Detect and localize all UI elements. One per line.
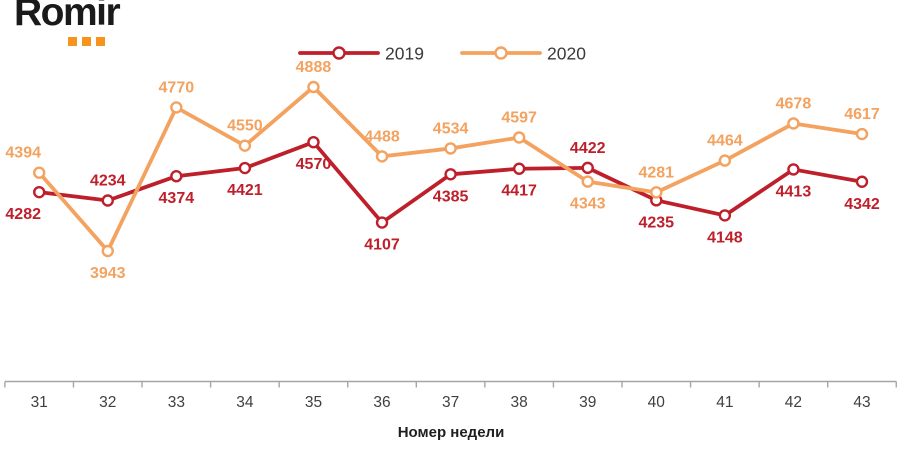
week-label: 37 — [442, 394, 459, 411]
data-point-marker — [101, 194, 114, 207]
data-point-label: 4374 — [159, 190, 195, 207]
legend-item-2019: 2019 — [298, 44, 424, 64]
week-label: 38 — [511, 394, 528, 411]
data-point-label: 4343 — [570, 196, 606, 213]
data-point-marker — [581, 161, 594, 175]
data-point-label: 4148 — [707, 229, 743, 246]
logo-dot-icon — [68, 37, 77, 46]
data-point-marker — [101, 244, 114, 258]
data-point-label: 4550 — [227, 118, 263, 135]
romir-logo-text: Romir — [14, 0, 121, 34]
week-label: 34 — [236, 394, 254, 411]
x-axis — [4, 380, 897, 388]
data-point-label: 4570 — [296, 156, 332, 173]
data-point-marker — [33, 166, 46, 179]
week-label: 43 — [853, 394, 870, 411]
data-point-marker — [512, 131, 526, 144]
data-point-marker — [512, 162, 526, 175]
data-point-label: 4421 — [227, 182, 263, 199]
data-point-marker — [718, 209, 732, 222]
data-point-label: 4617 — [844, 106, 880, 123]
data-point-label: 4282 — [5, 206, 41, 223]
data-point-label: 4385 — [433, 188, 469, 205]
data-point-label: 4770 — [159, 79, 195, 96]
data-point-label: 4107 — [364, 237, 400, 254]
data-point-marker — [444, 142, 457, 155]
data-point-label: 4342 — [844, 196, 880, 213]
data-point-marker — [581, 175, 594, 188]
data-point-marker — [787, 117, 800, 130]
x-axis-title: Номер недели — [398, 424, 505, 441]
data-point-label: 4413 — [776, 183, 812, 200]
week-label: 42 — [785, 394, 802, 411]
data-point-label: 4235 — [638, 214, 674, 231]
logo-dot-icon — [96, 37, 105, 46]
data-point-marker — [307, 135, 320, 149]
x-axis-tick-labels: 31 32 33 34 35 36 37 38 39 40 41 42 43 — [31, 394, 871, 411]
legend-marker — [332, 46, 346, 60]
week-label: 41 — [716, 394, 733, 411]
legend-label: 2019 — [385, 44, 424, 64]
data-point-label: 3943 — [90, 265, 126, 282]
data-point-marker — [238, 161, 252, 175]
week-label: 36 — [373, 394, 390, 411]
series-2019: 4282 4234 4374 4421 4570 4107 4385 4417 4422 4235… — [5, 135, 880, 254]
week-label: 33 — [168, 394, 185, 411]
week-label: 32 — [99, 394, 116, 411]
data-point-marker — [650, 186, 663, 199]
data-point-label: 4234 — [90, 173, 126, 190]
data-point-label: 4534 — [433, 120, 469, 137]
legend-marker — [494, 46, 508, 60]
data-point-label: 4488 — [364, 128, 400, 145]
data-point-label: 4417 — [501, 183, 537, 200]
data-point-marker — [855, 127, 869, 141]
week-label: 39 — [579, 394, 596, 411]
data-point-label: 4678 — [776, 95, 812, 112]
data-point-label: 4394 — [5, 145, 41, 162]
romir-logo: Romir — [14, 0, 121, 46]
week-label: 35 — [305, 394, 322, 411]
data-point-label: 4464 — [707, 133, 743, 150]
data-point-marker — [718, 154, 732, 167]
data-point-marker — [855, 175, 869, 188]
romir-logo-dots — [68, 37, 105, 46]
data-point-label: 4597 — [501, 110, 537, 127]
data-point-marker — [170, 101, 183, 114]
data-point-marker — [444, 168, 457, 181]
legend-label: 2020 — [547, 44, 586, 64]
data-point-marker — [375, 150, 389, 163]
data-point-marker — [238, 139, 252, 152]
data-point-marker — [787, 163, 800, 176]
data-point-label: 4422 — [570, 140, 606, 157]
data-point-label: 4281 — [638, 164, 674, 181]
chart-series: 4282 4234 4374 4421 4570 4107 4385 4417 4422 4235… — [5, 59, 879, 282]
legend-item-2020: 2020 — [460, 44, 586, 64]
data-point-marker — [170, 170, 183, 183]
data-point-marker — [307, 80, 320, 94]
logo-dot-icon — [82, 37, 91, 46]
week-label: 40 — [648, 394, 666, 411]
series-2020: 4394 3943 4770 4550 4888 4488 4534 4597 4343 4281… — [5, 59, 879, 282]
data-point-label: 4888 — [296, 59, 332, 76]
chart-legend: 2019 2020 — [298, 44, 586, 64]
data-point-marker — [375, 216, 389, 229]
data-point-marker — [33, 185, 46, 199]
week-label: 31 — [31, 394, 48, 411]
